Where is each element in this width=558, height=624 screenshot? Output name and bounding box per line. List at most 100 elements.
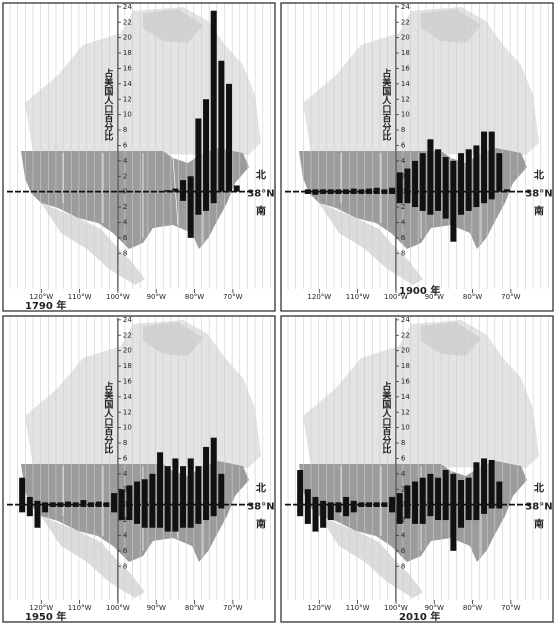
y-tick-label: 14: [123, 393, 132, 401]
bar: [172, 504, 179, 532]
y-tick-label: 4: [123, 531, 128, 539]
bar: [419, 191, 426, 211]
bar: [435, 191, 442, 211]
bar: [435, 504, 442, 521]
north-label: 北: [256, 482, 266, 495]
bar: [304, 504, 311, 524]
bar: [381, 191, 388, 194]
bar: [465, 149, 472, 192]
y-tick-label: 10: [401, 111, 410, 119]
bar: [442, 470, 449, 505]
bar: [427, 504, 434, 517]
y-tick-label: 20: [401, 347, 410, 355]
bar: [141, 504, 148, 528]
y-tick-label: 0: [123, 188, 127, 196]
reference-label: 38°N: [525, 189, 552, 200]
bar: [396, 493, 403, 505]
bar: [210, 10, 217, 192]
x-tick-label: 70°W: [223, 293, 242, 301]
bar: [358, 191, 365, 194]
y-tick-label: 2: [123, 172, 127, 180]
bar: [373, 191, 380, 194]
bar: [180, 191, 187, 201]
bar: [458, 191, 465, 215]
bar: [389, 504, 396, 513]
bar: [111, 504, 118, 513]
y-tick-label: 4: [123, 157, 128, 165]
bar: [396, 504, 403, 524]
bar: [320, 500, 327, 505]
bar: [358, 502, 365, 505]
bar: [473, 145, 480, 192]
bar: [134, 481, 141, 505]
bar: [481, 131, 488, 192]
bar: [320, 191, 327, 194]
bar: [80, 500, 87, 505]
bar: [141, 479, 148, 505]
south-label: 南: [534, 518, 544, 531]
north-label: 北: [534, 169, 544, 182]
x-tick-label: 70°W: [501, 293, 520, 301]
bar: [187, 191, 194, 238]
y-tick-label: 14: [401, 80, 410, 88]
bar: [419, 477, 426, 505]
y-tick-label: 22: [401, 331, 410, 339]
panel-title: 1950 年: [25, 610, 66, 623]
bar: [57, 502, 64, 505]
bar: [187, 458, 194, 505]
y-tick-label: 16: [401, 377, 410, 385]
bar: [412, 481, 419, 505]
y-tick-label: 10: [123, 424, 132, 432]
y-tick-label: 6: [123, 234, 128, 242]
y-tick-label: 18: [401, 362, 410, 370]
bar: [427, 139, 434, 192]
bar: [496, 481, 503, 505]
x-tick-label: 120°W: [307, 293, 331, 301]
bar: [26, 496, 33, 505]
x-tick-label: 80°W: [185, 604, 204, 612]
bar: [366, 188, 373, 192]
bar: [320, 504, 327, 528]
y-tick-label: 16: [123, 64, 132, 72]
bar: [335, 504, 342, 513]
bar: [427, 473, 434, 505]
bar: [373, 504, 380, 507]
bar: [389, 191, 396, 194]
bar: [350, 500, 357, 505]
map: [21, 320, 261, 598]
bar: [95, 501, 102, 505]
y-axis-label: 占美国人口百分比: [102, 380, 114, 454]
bar: [458, 153, 465, 192]
y-tick-label: 2: [123, 203, 127, 211]
bar: [88, 502, 95, 505]
y-tick-label: 14: [123, 80, 132, 88]
bar: [366, 191, 373, 194]
reference-label: 38°N: [525, 502, 552, 513]
y-tick-label: 20: [401, 34, 410, 42]
bar: [404, 504, 411, 519]
bar: [481, 504, 488, 514]
y-tick-label: 6: [401, 141, 406, 149]
map: [21, 7, 261, 285]
bar: [233, 185, 240, 192]
bar: [404, 168, 411, 192]
bar: [320, 189, 327, 192]
x-tick-label: 110°W: [68, 293, 92, 301]
north-label: 北: [256, 169, 266, 182]
x-tick-label: 100°W: [384, 604, 408, 612]
bar: [180, 180, 187, 192]
bar: [442, 504, 449, 521]
panel-border: [2, 315, 276, 623]
bar: [42, 504, 49, 513]
y-axis-label: 占美国人口百分比: [380, 67, 392, 141]
panel-title: 1790 年: [25, 299, 66, 312]
y-tick-label: 22: [123, 331, 132, 339]
bar: [157, 504, 164, 528]
bar: [343, 496, 350, 505]
bar: [481, 191, 488, 204]
y-axis-label: 占美国人口百分比: [102, 67, 114, 141]
x-tick-label: 90°W: [147, 604, 166, 612]
